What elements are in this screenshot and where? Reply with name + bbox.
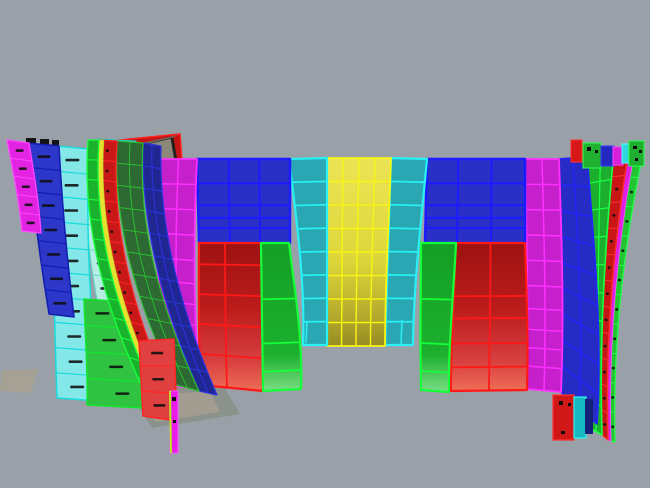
plate-label-mark (109, 365, 124, 369)
wedge-magenta-labels[interactable] (6, 139, 42, 234)
cap-red-bottomright (552, 394, 575, 441)
plate-label-mark (53, 301, 67, 305)
cap-green2-topright-dots (633, 146, 642, 161)
dangle-lime-edge (169, 390, 172, 454)
cap-red-topright (570, 139, 583, 163)
strake-green-mid-left[interactable] (259, 241, 303, 393)
scurve-green[interactable] (86, 139, 159, 402)
plate-label-mark (153, 404, 166, 407)
plate-label-mark (609, 240, 613, 243)
plate-label-mark (105, 169, 109, 173)
plate-label-mark (605, 292, 609, 296)
plate-label-mark (617, 278, 621, 282)
cap-bottomright-dots (559, 401, 571, 434)
plate-label-mark (64, 184, 79, 187)
cap-green-topright-dots (587, 147, 598, 153)
plate-label-mark (123, 291, 127, 294)
plate-label-mark (113, 250, 117, 254)
teal-left-bottom-split (305, 320, 308, 344)
plate-label-mark (37, 155, 51, 159)
block-blue-left[interactable] (195, 157, 292, 245)
plate-label-mark (68, 360, 83, 363)
plate-label-mark (611, 396, 615, 399)
plate-label-mark (47, 253, 61, 256)
cap-green2-topright (628, 140, 645, 167)
plate-label-mark (604, 318, 608, 322)
plate-label-mark (602, 396, 606, 400)
plate-label-mark (102, 338, 117, 342)
plate-label-mark (21, 185, 30, 189)
plate-label-mark (611, 425, 615, 429)
cap-blue-topright (600, 145, 615, 167)
plate-label-mark (115, 392, 130, 395)
block-red-right[interactable] (449, 241, 529, 393)
cap-cyan-bottomright (573, 396, 587, 439)
dangle-dots (172, 397, 176, 423)
block-red-left[interactable] (197, 241, 265, 393)
plate-label-mark (602, 370, 606, 374)
plate-label-mark (18, 167, 27, 170)
plate-label-mark (110, 230, 114, 234)
plate-label-mark (615, 308, 619, 311)
plate-label-mark (152, 377, 165, 381)
plate-label-mark (118, 270, 121, 274)
plate-label-mark (621, 249, 625, 253)
plate-label-mark (67, 335, 82, 338)
plate-label-mark (151, 351, 164, 355)
strake-green-mid-right[interactable] (419, 241, 458, 394)
plate-label-mark (629, 190, 633, 194)
block-yellow-center[interactable] (326, 157, 392, 347)
plate-label-mark (612, 214, 616, 217)
strake-magenta-right[interactable] (524, 158, 564, 393)
plate-label-mark (611, 366, 615, 370)
plate-label-mark (607, 266, 611, 269)
plate-label-mark (65, 158, 80, 162)
cap-green-topright (582, 142, 602, 169)
plate-label-mark (26, 221, 35, 225)
plate-label-mark (24, 203, 33, 207)
teal-right-bottom-split (400, 319, 403, 345)
cap-magenta-topright (612, 146, 624, 166)
scurve-blue[interactable] (142, 142, 218, 396)
plate-label-mark (603, 344, 607, 348)
plate-label-mark (107, 210, 111, 213)
plate-label-mark (64, 209, 79, 212)
block-blue-right[interactable] (423, 157, 527, 245)
plate-label-mark (64, 234, 79, 237)
plate-label-mark (603, 423, 607, 426)
plate-label-mark (44, 228, 58, 232)
plate-label-mark (613, 337, 617, 341)
cap-navy-bottomright (585, 399, 593, 434)
shadow-tan-left (0, 369, 38, 393)
strake-teal-left[interactable] (287, 156, 329, 347)
plate-label-mark (95, 312, 110, 315)
plate-label-mark (39, 179, 53, 183)
plate-label-mark (615, 187, 619, 191)
plate-label-mark (15, 149, 24, 152)
plate-label-mark (105, 149, 109, 152)
plate-label-mark (625, 220, 629, 223)
plate-label-mark (106, 189, 110, 193)
plate-label-mark (50, 277, 64, 281)
plate-label-mark (135, 331, 139, 335)
plate-label-mark (70, 385, 85, 389)
plate-label-mark (41, 204, 55, 207)
plate-label-mark (129, 311, 133, 315)
